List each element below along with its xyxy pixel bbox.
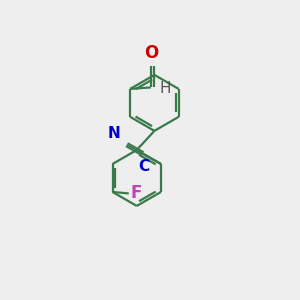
Text: H: H: [159, 81, 170, 96]
Text: F: F: [130, 184, 142, 202]
Text: C: C: [138, 159, 149, 174]
Text: N: N: [108, 126, 120, 141]
Text: O: O: [144, 44, 158, 62]
